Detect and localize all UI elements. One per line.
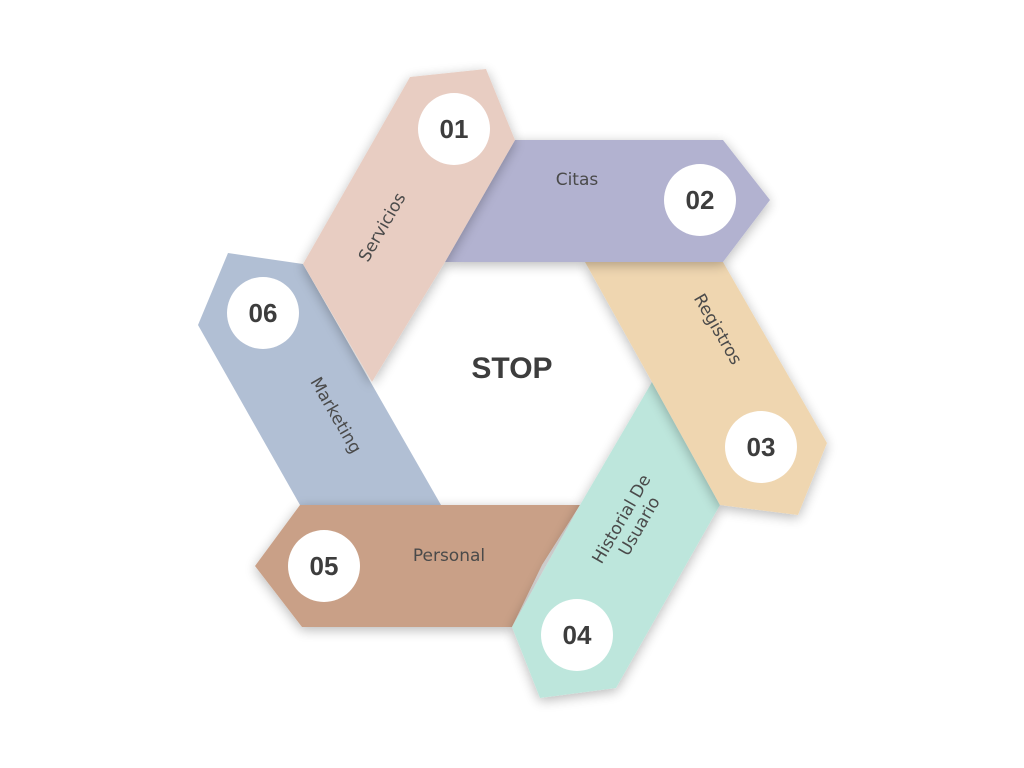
badge-03-number: 03 bbox=[747, 432, 776, 462]
badge-05: 05 bbox=[288, 530, 360, 602]
badge-04: 04 bbox=[541, 599, 613, 671]
badge-06-number: 06 bbox=[249, 298, 278, 328]
badge-02-number: 02 bbox=[686, 185, 715, 215]
badge-02: 02 bbox=[664, 164, 736, 236]
badge-05-number: 05 bbox=[310, 551, 339, 581]
badge-01: 01 bbox=[418, 93, 490, 165]
center-label: STOP bbox=[471, 352, 552, 385]
label-citas: Citas bbox=[556, 170, 599, 190]
badge-01-number: 01 bbox=[440, 114, 469, 144]
label-personal: Personal bbox=[413, 546, 485, 566]
badge-04-number: 04 bbox=[563, 620, 592, 650]
badge-03: 03 bbox=[725, 411, 797, 483]
badge-06: 06 bbox=[227, 277, 299, 349]
